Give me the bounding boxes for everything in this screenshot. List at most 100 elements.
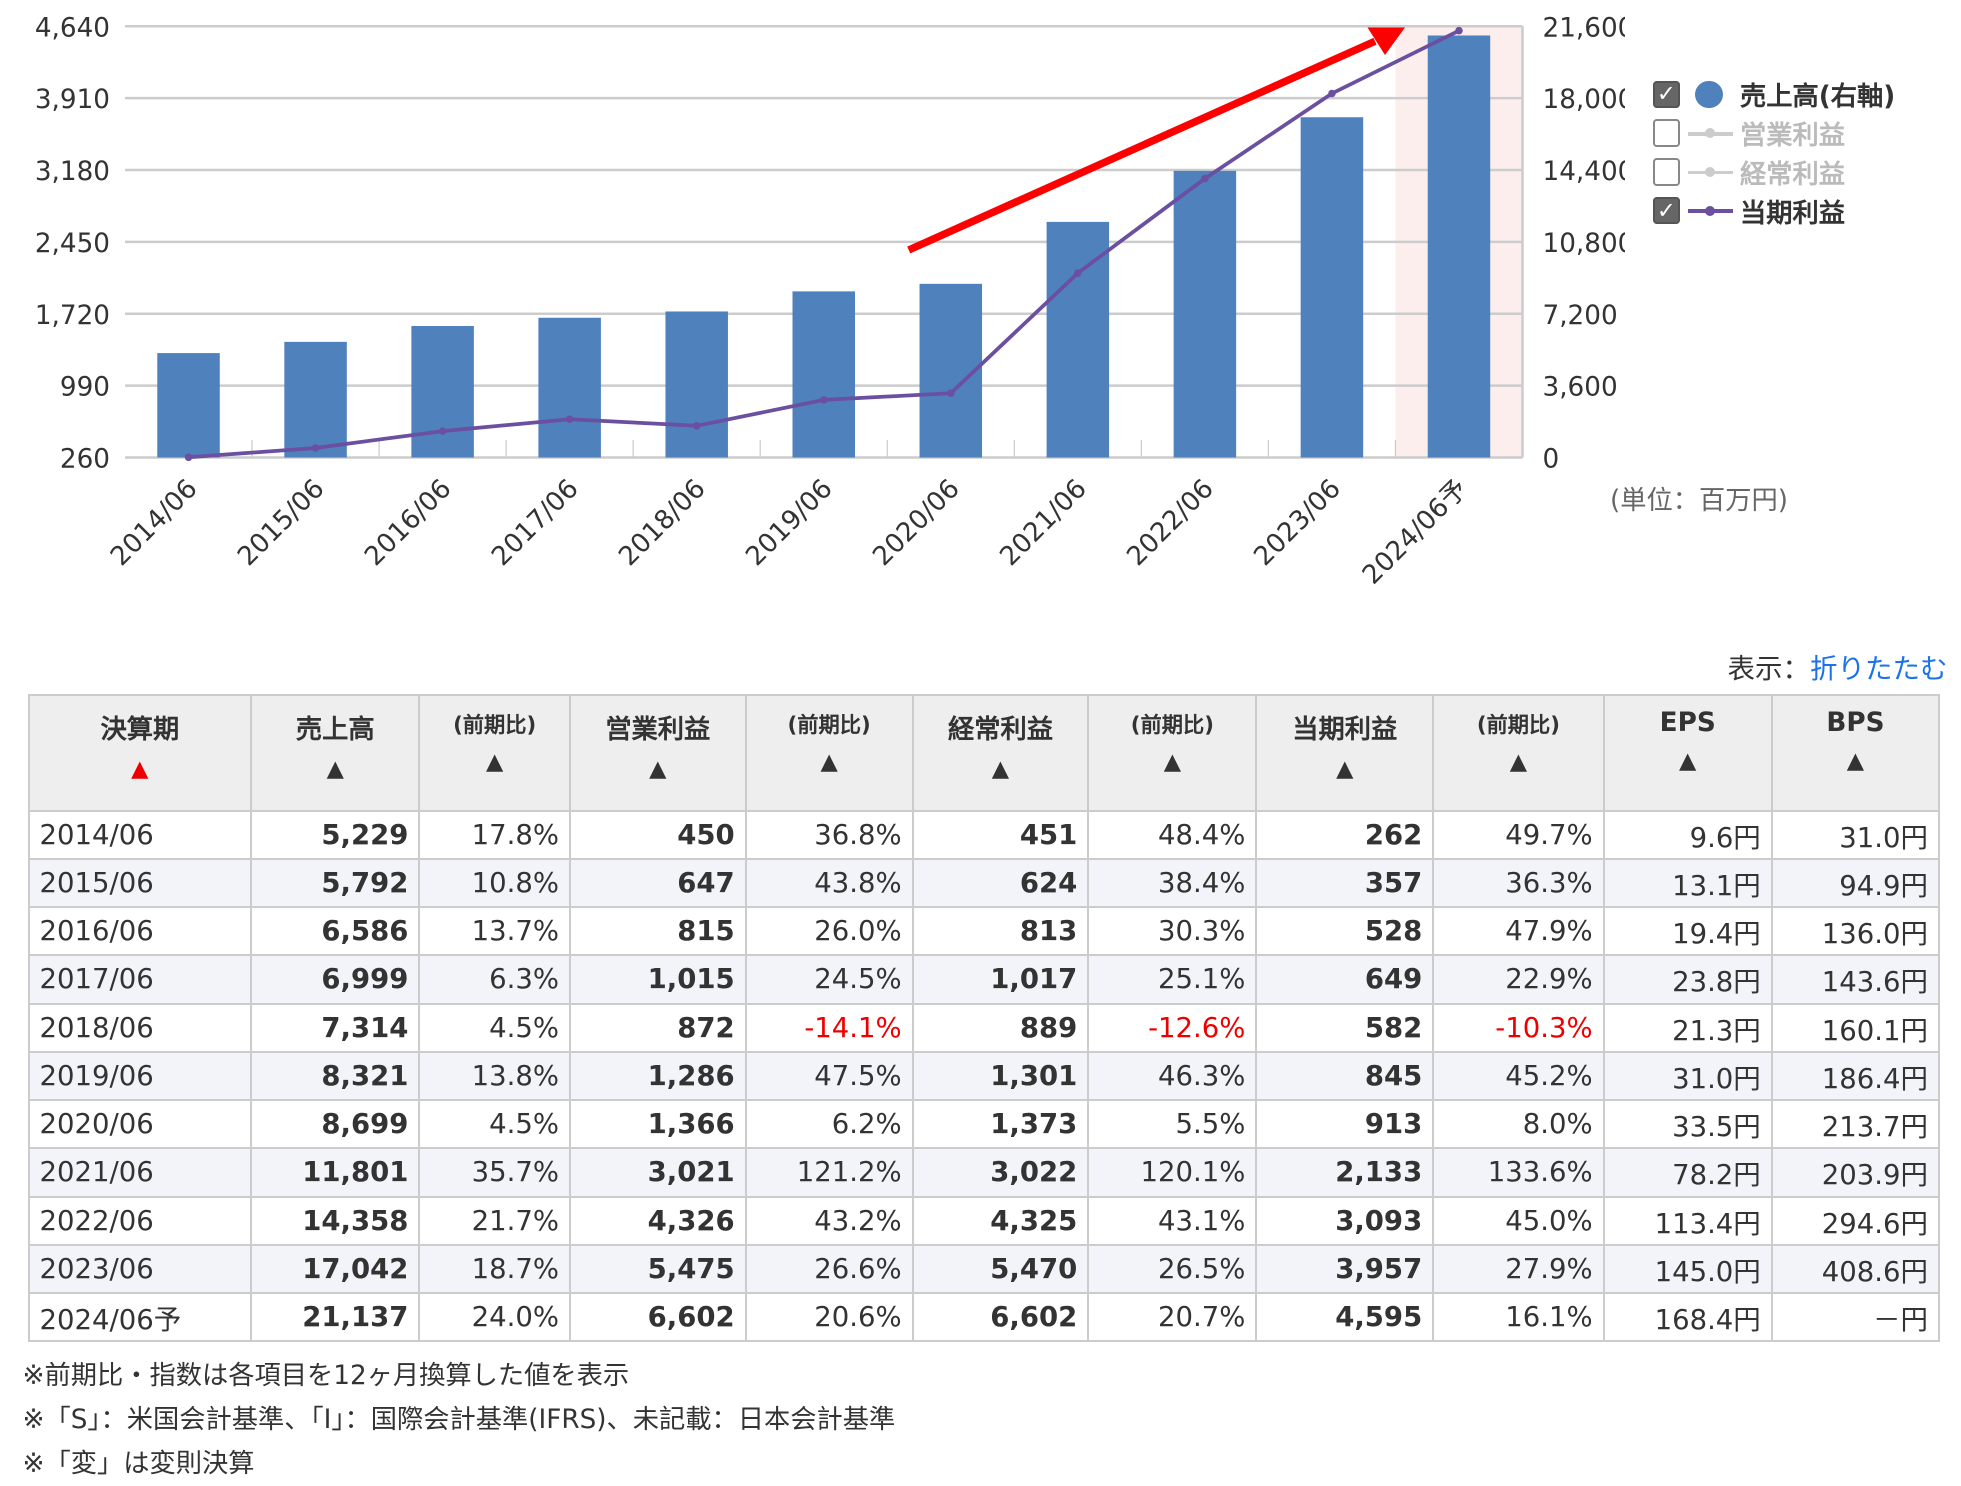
table-cell: 47.9% [1433, 907, 1603, 955]
table-cell: -10.3% [1433, 1004, 1603, 1052]
table-cell: 19.4円 [1604, 907, 1772, 955]
table-cell: 30.3% [1088, 907, 1256, 955]
column-header[interactable]: (前期比) ▲ [1088, 695, 1256, 811]
column-header[interactable]: EPS ▲ [1604, 695, 1772, 811]
table-cell: 813 [913, 907, 1089, 955]
collapse-link[interactable]: 折りたたむ [1810, 653, 1948, 685]
sort-icon[interactable]: ▲ [1091, 749, 1255, 775]
column-header-label: EPS [1660, 708, 1716, 738]
sort-icon[interactable]: ▲ [422, 749, 568, 775]
table-cell: -14.1% [746, 1004, 913, 1052]
financial-table: 決算期▲売上高▲(前期比)▲営業利益▲(前期比)▲経常利益▲(前期比)▲当期利益… [28, 694, 1941, 1343]
column-header[interactable]: 売上高▲ [251, 695, 419, 811]
table-cell: 143.6円 [1772, 955, 1939, 1003]
table-cell: 1,366 [570, 1100, 746, 1148]
notes: ※前期比・指数は各項目を12ヶ月換算した値を表示 ※「S」：米国会計基準、「I」… [23, 1355, 896, 1486]
sort-icon[interactable]: ▲ [1606, 748, 1770, 774]
table-cell: 1,017 [913, 955, 1089, 1003]
table-cell: 5,792 [251, 859, 419, 907]
bar-sales [411, 326, 474, 457]
table-cell: 31.0円 [1604, 1052, 1772, 1100]
sort-icon[interactable]: ▲ [748, 749, 910, 775]
sort-icon[interactable]: ▲ [31, 756, 249, 782]
toggle-label: 表示： [1728, 653, 1811, 685]
sort-icon[interactable]: ▲ [1435, 749, 1601, 775]
table-cell: 5.5% [1088, 1100, 1256, 1148]
table-cell: 2018/06 [29, 1004, 252, 1052]
table-cell: 1,015 [570, 955, 746, 1003]
circle-icon [1688, 81, 1733, 109]
table-cell: 8,699 [251, 1100, 419, 1148]
bar-sales [665, 311, 728, 457]
table-cell: 2015/06 [29, 859, 252, 907]
column-header-label: (前期比) [1477, 713, 1560, 738]
legend-checkbox[interactable]: ✓ [1653, 197, 1681, 225]
table-cell: 48.4% [1088, 811, 1256, 859]
table-cell: 20.7% [1088, 1293, 1256, 1341]
x-axis-label: 2014/06 [105, 474, 203, 572]
legend-item[interactable]: ✓売上高(右軸) [1653, 75, 1896, 114]
line-marker-icon [1688, 158, 1733, 186]
left-axis-tick: 260 [60, 445, 110, 475]
legend-checkbox[interactable] [1653, 119, 1681, 147]
note: ※前期比・指数は各項目を12ヶ月換算した値を表示 [23, 1355, 896, 1399]
table-cell: 2023/06 [29, 1245, 252, 1293]
legend-checkbox[interactable]: ✓ [1653, 81, 1681, 109]
table-cell: 1,301 [913, 1052, 1089, 1100]
table-cell: 14,358 [251, 1197, 419, 1245]
legend-item[interactable]: 経常利益 [1653, 153, 1896, 192]
legend-item[interactable]: ✓当期利益 [1653, 191, 1896, 230]
column-header-label: 当期利益 [1292, 715, 1397, 745]
column-header[interactable]: (前期比)▲ [419, 695, 570, 811]
table-cell: 6,999 [251, 955, 419, 1003]
x-axis-label: 2024/06予 [1357, 474, 1474, 591]
table-cell: 133.6% [1433, 1148, 1603, 1196]
sort-icon[interactable]: ▲ [915, 756, 1086, 782]
sort-icon[interactable]: ▲ [1259, 756, 1431, 782]
x-axis-label: 2018/06 [613, 474, 711, 572]
column-header-label: (前期比) [1131, 713, 1214, 738]
table-cell: 13.7% [419, 907, 570, 955]
bar-sales [1428, 35, 1491, 457]
legend-label: 経常利益 [1740, 153, 1845, 191]
column-header[interactable]: BPS ▲ [1772, 695, 1939, 811]
column-header[interactable]: 営業利益 ▲ [570, 695, 746, 811]
column-header[interactable]: (前期比) ▲ [1433, 695, 1603, 811]
table-cell: 6,602 [913, 1293, 1089, 1341]
table-cell: 25.1% [1088, 955, 1256, 1003]
table-cell: 3,093 [1256, 1197, 1433, 1245]
legend-checkbox[interactable] [1653, 158, 1681, 186]
table-cell: 21,137 [251, 1293, 419, 1341]
legend-label: 営業利益 [1740, 114, 1845, 152]
table-cell: 38.4% [1088, 859, 1256, 907]
column-header-label: 営業利益 [605, 715, 710, 745]
table-cell: 21.7% [419, 1197, 570, 1245]
table-cell: 8,321 [251, 1052, 419, 1100]
sort-icon[interactable]: ▲ [253, 756, 417, 782]
column-header[interactable]: (前期比)▲ [746, 695, 913, 811]
column-header-label: BPS [1826, 708, 1884, 738]
unit-label: (単位：百万円) [1610, 479, 1788, 517]
x-axis-label: 2016/06 [359, 474, 457, 572]
table-cell: 3,957 [1256, 1245, 1433, 1293]
table-cell: 31.0円 [1772, 811, 1939, 859]
bar-sales [284, 342, 347, 458]
column-header[interactable]: 決算期▲ [29, 695, 252, 811]
table-cell: 16.1% [1433, 1293, 1603, 1341]
table-cell: 47.5% [746, 1052, 913, 1100]
table-cell: 5,470 [913, 1245, 1089, 1293]
legend-item[interactable]: 営業利益 [1653, 114, 1896, 153]
sort-icon[interactable]: ▲ [572, 756, 743, 782]
table-cell: 294.6円 [1772, 1197, 1939, 1245]
table-cell: 43.2% [746, 1197, 913, 1245]
sort-icon[interactable]: ▲ [1774, 748, 1937, 774]
x-axis-label: 2019/06 [740, 474, 838, 572]
table-cell: 408.6円 [1772, 1245, 1939, 1293]
column-header[interactable]: 当期利益 ▲ [1256, 695, 1433, 811]
line-point [1455, 27, 1463, 35]
column-header[interactable]: 経常利益▲ [913, 695, 1089, 811]
table-cell: 2016/06 [29, 907, 252, 955]
